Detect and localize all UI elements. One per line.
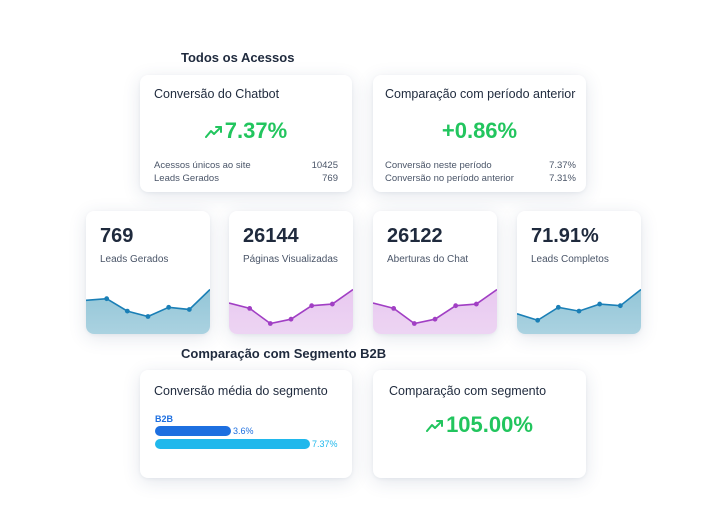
sparkline-point (309, 303, 315, 309)
chatbot-conversion-card: Conversão do Chatbot 7.37% Acessos único… (140, 75, 352, 192)
stat-value: 769 (322, 173, 338, 184)
sparkline-chart (517, 288, 641, 334)
stat-value: 7.37% (549, 160, 576, 171)
sparkline-chart (373, 288, 497, 334)
sparkline-chart (229, 288, 353, 334)
sparkline-point (288, 316, 294, 322)
bar-value-label: 3.6% (233, 426, 254, 436)
sparkline-point (166, 304, 172, 310)
bar-b2b-current (155, 426, 231, 436)
sparkline-point (247, 306, 253, 311)
stat-value: 7.31% (549, 173, 576, 184)
stat-row: Conversão neste período 7.37% (385, 160, 576, 171)
sparkline-chart (86, 288, 210, 334)
stat-label: Conversão neste período (385, 160, 492, 171)
sparkline-point (124, 308, 130, 314)
sparkline-area (373, 289, 497, 334)
trend-up-icon (204, 126, 222, 139)
series-label-b2b: B2B (155, 414, 174, 424)
sparkline-point (104, 296, 110, 302)
section-title-b2b: Comparação com Segmento B2B (181, 346, 387, 361)
sparkline-point (473, 301, 479, 307)
sparkline-point (432, 316, 438, 322)
metric-card-aberturas-do-chat: 26122 Aberturas do Chat (373, 211, 497, 334)
sparkline-area (86, 289, 210, 334)
card-title: Comparação com período anterior (385, 87, 576, 101)
sparkline-point (145, 314, 151, 319)
metric-value: 26144 (243, 225, 299, 247)
sparkline-point (267, 321, 273, 326)
stat-label: Leads Gerados (154, 173, 219, 184)
sparkline-point (576, 308, 582, 314)
segment-comparison-card: Comparação com segmento 105.00% (373, 370, 586, 478)
value-text: 105.00% (446, 412, 533, 437)
card-title: Comparação com segmento (389, 384, 547, 398)
stat-value: 10425 (311, 160, 338, 171)
metric-label: Leads Gerados (100, 254, 169, 265)
segment-comparison-value: 105.00% (373, 412, 586, 438)
value-text: 7.37% (224, 118, 288, 143)
card-title: Conversão do Chatbot (154, 87, 280, 101)
metric-value: 26122 (387, 225, 443, 247)
period-comparison-card: Comparação com período anterior +0.86% C… (373, 75, 586, 192)
stat-label: Acessos únicos ao site (154, 160, 251, 171)
trend-up-icon (426, 420, 444, 433)
metric-label: Páginas Visualizadas (243, 254, 338, 265)
chatbot-conversion-value: 7.37% (140, 118, 352, 144)
sparkline-point (391, 306, 397, 311)
sparkline-point (555, 304, 561, 310)
metric-label: Leads Completos (531, 254, 609, 265)
stat-row: Conversão no período anterior 7.31% (385, 173, 576, 184)
sparkline-point (535, 317, 541, 323)
metric-card-leads-gerados: 769 Leads Gerados (86, 211, 210, 334)
metric-card-leads-completos: 71.91% Leads Completos (517, 211, 641, 334)
period-comparison-value: +0.86% (441, 118, 518, 143)
sparkline-point (617, 303, 623, 309)
sparkline-point (329, 301, 335, 307)
sparkline-point (186, 307, 192, 312)
metric-label: Aberturas do Chat (387, 254, 469, 265)
metric-card-paginas-visualizadas: 26144 Páginas Visualizadas (229, 211, 353, 334)
stat-row: Leads Gerados 769 (154, 173, 338, 184)
sparkline-area (229, 289, 353, 334)
card-title: Conversão média do segmento (154, 384, 328, 398)
stat-row: Acessos únicos ao site 10425 (154, 160, 338, 171)
sparkline-point (453, 303, 459, 309)
bar-value-label: 7.37% (312, 439, 338, 449)
stat-label: Conversão no período anterior (385, 173, 514, 184)
bar-b2b-segment (155, 439, 310, 449)
metric-value: 71.91% (531, 225, 599, 247)
sparkline-point (597, 301, 603, 307)
section-title-all-access: Todos os Acessos (181, 50, 295, 65)
metric-value: 769 (100, 225, 134, 247)
sparkline-point (411, 321, 417, 326)
segment-average-card: Conversão média do segmento B2B 3.6% 7.3… (140, 370, 352, 478)
